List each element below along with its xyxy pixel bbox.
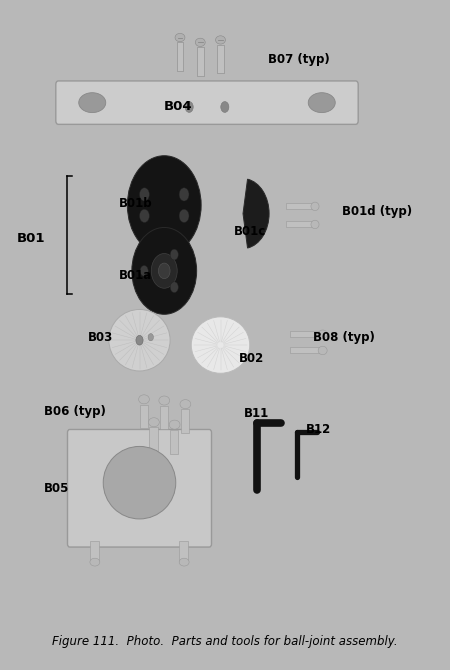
Bar [197,48,204,76]
Ellipse shape [148,417,159,427]
Text: B08 (typ): B08 (typ) [313,331,374,344]
Circle shape [136,336,143,345]
Ellipse shape [79,92,106,113]
Ellipse shape [216,36,225,44]
Circle shape [127,155,201,255]
Ellipse shape [311,202,319,210]
Ellipse shape [169,420,180,429]
Ellipse shape [191,317,250,373]
Text: B11: B11 [244,407,269,420]
Circle shape [170,249,178,260]
Ellipse shape [318,346,327,354]
Ellipse shape [103,446,176,519]
Bar [286,203,315,209]
Bar [140,405,148,428]
Bar [217,45,224,73]
Text: B01d (typ): B01d (typ) [342,204,412,218]
Ellipse shape [318,330,327,338]
Bar [160,406,168,429]
Text: B01c: B01c [234,225,266,239]
Circle shape [179,188,189,201]
Bar [170,430,178,454]
Text: B06 (typ): B06 (typ) [44,405,106,418]
Circle shape [185,102,193,113]
Circle shape [140,209,149,222]
Wedge shape [243,179,269,248]
Text: B03: B03 [88,331,113,344]
Bar [181,409,189,433]
Circle shape [148,334,153,341]
Ellipse shape [308,92,335,113]
Ellipse shape [180,399,191,409]
Bar [286,221,315,227]
Circle shape [140,265,148,276]
Circle shape [132,228,197,314]
Ellipse shape [90,558,100,566]
FancyBboxPatch shape [68,429,211,547]
Ellipse shape [311,220,319,228]
Ellipse shape [159,396,170,405]
Bar [176,42,184,71]
Text: B01: B01 [16,232,45,245]
Bar [149,427,158,451]
Text: B07 (typ): B07 (typ) [268,54,329,66]
Circle shape [170,282,178,293]
Ellipse shape [175,34,185,42]
Text: B02: B02 [238,352,264,365]
FancyBboxPatch shape [56,81,358,125]
Text: B12: B12 [306,423,331,436]
Text: B04: B04 [163,100,192,113]
Text: B01a: B01a [119,269,153,282]
Ellipse shape [139,395,149,404]
Bar [290,348,323,354]
Bar [179,541,188,562]
Ellipse shape [195,38,205,46]
Ellipse shape [109,310,170,371]
Text: B01b: B01b [119,197,153,210]
Ellipse shape [179,558,189,566]
Bar [90,541,99,562]
Circle shape [158,263,170,279]
Bar [290,331,323,337]
Circle shape [179,209,189,222]
Text: Figure 111.  Photo.  Parts and tools for ball-joint assembly.: Figure 111. Photo. Parts and tools for b… [52,635,398,649]
Circle shape [151,253,177,288]
Text: B05: B05 [44,482,69,495]
Circle shape [221,102,229,113]
Circle shape [140,188,149,201]
